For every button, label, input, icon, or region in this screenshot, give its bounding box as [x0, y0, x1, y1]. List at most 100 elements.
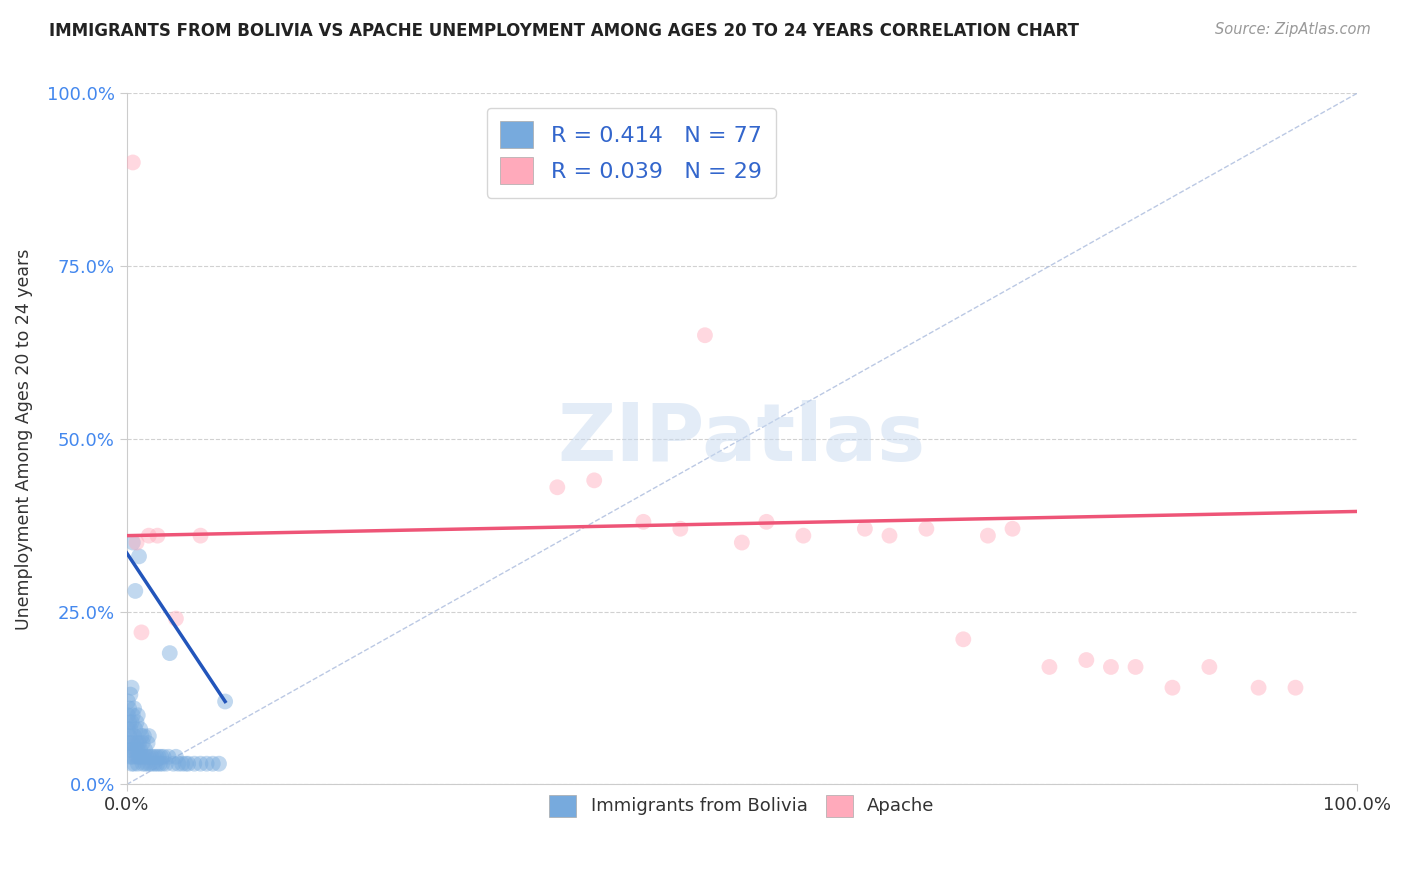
Point: [129, 743, 152, 757]
Point: [1038, 660, 1060, 674]
Point: [131, 736, 153, 750]
Point: [121, 155, 143, 169]
Point: [174, 756, 197, 771]
Point: [124, 743, 146, 757]
Point: [141, 749, 163, 764]
Point: [155, 756, 177, 771]
Point: [139, 756, 162, 771]
Point: [159, 646, 181, 660]
Point: [124, 583, 146, 598]
Point: [132, 729, 155, 743]
Point: [183, 756, 205, 771]
Point: [1198, 660, 1220, 674]
Y-axis label: Unemployment Among Ages 20 to 24 years: Unemployment Among Ages 20 to 24 years: [15, 248, 32, 630]
Point: [135, 749, 157, 764]
Point: [131, 756, 153, 771]
Point: [190, 528, 212, 542]
Point: [143, 756, 166, 771]
Point: [152, 749, 174, 764]
Point: [693, 328, 716, 343]
Point: [117, 736, 139, 750]
Point: [952, 632, 974, 647]
Point: [121, 535, 143, 549]
Point: [124, 722, 146, 736]
Point: [134, 743, 156, 757]
Point: [165, 611, 187, 625]
Point: [162, 756, 184, 771]
Legend: Immigrants from Bolivia, Apache: Immigrants from Bolivia, Apache: [541, 788, 942, 824]
Point: [755, 515, 778, 529]
Point: [118, 715, 141, 730]
Point: [177, 756, 200, 771]
Text: ZIPatlas: ZIPatlas: [558, 400, 927, 478]
Point: [208, 756, 231, 771]
Point: [131, 625, 153, 640]
Point: [128, 549, 150, 564]
Point: [915, 522, 938, 536]
Point: [121, 715, 143, 730]
Point: [138, 749, 160, 764]
Point: [128, 736, 150, 750]
Point: [120, 722, 142, 736]
Point: [148, 749, 170, 764]
Point: [214, 694, 236, 708]
Point: [167, 756, 190, 771]
Point: [121, 756, 143, 771]
Point: [138, 729, 160, 743]
Point: [165, 749, 187, 764]
Point: [145, 749, 167, 764]
Point: [121, 681, 143, 695]
Point: [122, 729, 145, 743]
Point: [1001, 522, 1024, 536]
Point: [136, 756, 159, 771]
Point: [201, 756, 224, 771]
Text: IMMIGRANTS FROM BOLIVIA VS APACHE UNEMPLOYMENT AMONG AGES 20 TO 24 YEARS CORRELA: IMMIGRANTS FROM BOLIVIA VS APACHE UNEMPL…: [49, 22, 1080, 40]
Point: [149, 756, 172, 771]
Point: [134, 756, 156, 771]
Point: [1247, 681, 1270, 695]
Point: [1284, 681, 1306, 695]
Point: [121, 708, 143, 723]
Point: [583, 474, 606, 488]
Point: [127, 756, 149, 771]
Point: [118, 743, 141, 757]
Point: [195, 756, 218, 771]
Point: [122, 756, 145, 771]
Point: [157, 749, 180, 764]
Point: [131, 729, 153, 743]
Point: [136, 736, 159, 750]
Point: [142, 749, 165, 764]
Point: [120, 749, 142, 764]
Point: [150, 749, 173, 764]
Point: [138, 528, 160, 542]
Point: [546, 480, 568, 494]
Point: [121, 749, 143, 764]
Point: [117, 708, 139, 723]
Point: [879, 528, 901, 542]
Point: [977, 528, 1000, 542]
Point: [129, 722, 152, 736]
Point: [146, 756, 169, 771]
Point: [146, 528, 169, 542]
Point: [121, 736, 143, 750]
Point: [120, 688, 142, 702]
Point: [127, 708, 149, 723]
Point: [117, 722, 139, 736]
Point: [121, 743, 143, 757]
Point: [117, 694, 139, 708]
Point: [132, 749, 155, 764]
Point: [118, 701, 141, 715]
Point: [1099, 660, 1122, 674]
Point: [131, 749, 153, 764]
Point: [127, 743, 149, 757]
Point: [190, 756, 212, 771]
Point: [120, 736, 142, 750]
Point: [125, 535, 148, 549]
Point: [669, 522, 692, 536]
Point: [150, 756, 173, 771]
Point: [128, 749, 150, 764]
Point: [125, 736, 148, 750]
Text: Source: ZipAtlas.com: Source: ZipAtlas.com: [1215, 22, 1371, 37]
Point: [170, 756, 193, 771]
Point: [633, 515, 655, 529]
